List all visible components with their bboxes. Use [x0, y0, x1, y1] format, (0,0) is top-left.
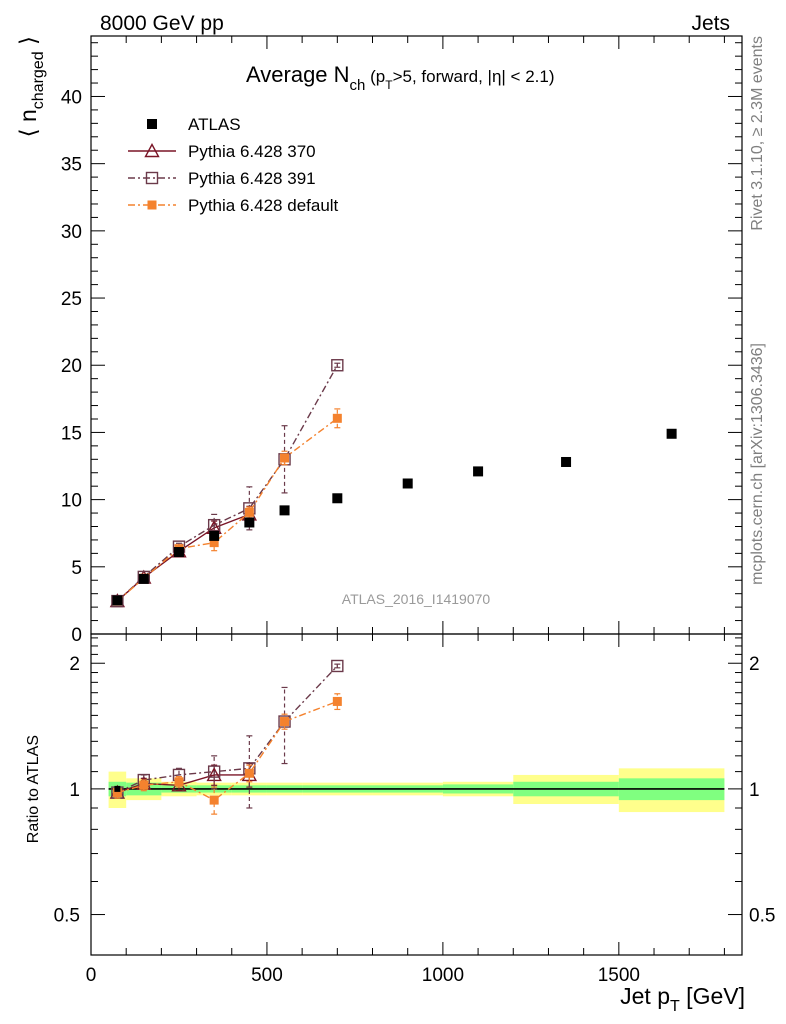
data-point [138, 573, 149, 584]
rivet-label: Rivet 3.1.10, ≥ 2.3M events [749, 36, 766, 231]
legend-entry: Pythia 6.428 370 [128, 142, 316, 161]
mcplots-label: mcplots.cern.ch [arXiv:1306.3436] [749, 343, 766, 585]
ratio-tick-label-right: 1 [749, 780, 760, 801]
y-axis-label-sub: charged [30, 51, 47, 109]
y-tick-label: 40 [61, 87, 82, 108]
ratio-frame [90, 633, 743, 956]
data-point [244, 517, 255, 528]
y-tick-label: 0 [71, 625, 82, 646]
x-tick-label: 500 [251, 965, 283, 986]
x-axis-label-main: Jet p [620, 983, 670, 1009]
filled-square-marker [209, 795, 219, 805]
series-line [116, 513, 250, 602]
legend-label: Pythia 6.428 default [188, 196, 339, 215]
ratio-tick-label-right: 0.5 [749, 906, 775, 927]
legend: ATLAS Pythia 6.428 370 Pythia 6.428 391 Pyt… [128, 115, 339, 215]
analysis-tag: ATLAS_2016_I1419070 [342, 591, 491, 607]
data-point [666, 428, 677, 439]
chart-title-tail-rest: >5, forward, |η| < 2.1) [393, 67, 555, 86]
open-square-marker [207, 765, 221, 778]
ratio-axis-label: Ratio to ATLAS [25, 735, 42, 843]
x-tick-label: 1000 [422, 965, 464, 986]
legend-entry: Pythia 6.428 391 [128, 169, 316, 188]
legend-entry: Pythia 6.428 default [128, 196, 339, 215]
ratio-tick-label-left: 2 [69, 654, 80, 675]
y-tick-label: 20 [61, 356, 82, 377]
series-line [116, 417, 338, 602]
ratio-series-2 [112, 693, 342, 815]
triangle-marker [144, 143, 160, 158]
x-axis-label-sub: T [670, 998, 680, 1015]
open-square-marker [331, 659, 344, 673]
y-tick-label: 10 [61, 491, 82, 512]
data-point [473, 466, 484, 477]
data-point [279, 505, 290, 516]
x-tick-label: 1500 [598, 965, 640, 986]
chart-title-tail: (p [365, 67, 385, 86]
data-point [147, 119, 157, 129]
x-tick-label: 0 [86, 965, 97, 986]
filled-square-marker [139, 780, 149, 790]
filled-square-marker [280, 453, 290, 463]
y-tick-label: 30 [61, 222, 82, 243]
ratio-tick-label-left: 1 [69, 780, 80, 801]
open-square-marker [331, 359, 344, 372]
filled-square-marker [332, 696, 342, 706]
legend-entry: ATLAS [147, 115, 241, 134]
data-point [332, 493, 343, 504]
legend-label: Pythia 6.428 391 [188, 169, 316, 188]
open-square-marker [145, 171, 159, 185]
ratio-tick-label-right: 2 [749, 654, 760, 675]
data-point [173, 547, 184, 558]
filled-square-marker [332, 413, 342, 423]
filled-square-marker [147, 200, 157, 210]
y-axis-label-main: ⟨ n [15, 109, 41, 137]
x-axis-label-unit: [GeV] [680, 983, 745, 1009]
ratio-series-line [117, 665, 338, 794]
chart-title-sub: ch [350, 77, 366, 94]
filled-square-marker [280, 717, 290, 727]
y-axis-label-close: ⟩ [15, 36, 41, 51]
main-plot: 0 500 1000 1500 0 5 10 15 20 25 30 35 40 [61, 35, 743, 986]
filled-square-marker [244, 507, 254, 517]
filled-square-marker [244, 768, 254, 778]
ratio-plot: 0.5 0.5 1 1 2 2 [54, 633, 775, 956]
ratio-tick-label-left: 0.5 [54, 906, 80, 927]
data-point [112, 595, 123, 606]
y-tick-label: 5 [71, 558, 82, 579]
series-1 [111, 359, 344, 608]
energy-label: 8000 GeV pp [100, 12, 224, 35]
x-axis-label: Jet pT [GeV] [620, 983, 745, 1015]
chart-title-tail-sub: T [385, 78, 393, 92]
y-tick-label: 15 [61, 423, 82, 444]
data-point [114, 785, 121, 792]
data-series [112, 428, 677, 606]
legend-label: Pythia 6.428 370 [188, 142, 316, 161]
y-axis-label: ⟨ ncharged ⟩ [15, 36, 47, 137]
chart-title: Average Nch (pT>5, forward, |η| < 2.1) [246, 62, 555, 94]
data-ratio-series [114, 785, 121, 792]
y-tick-label: 35 [61, 155, 82, 176]
filled-square-marker [174, 777, 184, 787]
process-label: Jets [691, 12, 730, 35]
data-point [209, 530, 220, 541]
open-square-marker [207, 518, 221, 532]
chart-title-main: Average N [246, 62, 350, 87]
y-tick-label: 25 [61, 289, 82, 310]
data-point [402, 478, 413, 489]
legend-label: ATLAS [188, 115, 241, 134]
series-line [116, 364, 338, 602]
data-point [561, 456, 572, 467]
